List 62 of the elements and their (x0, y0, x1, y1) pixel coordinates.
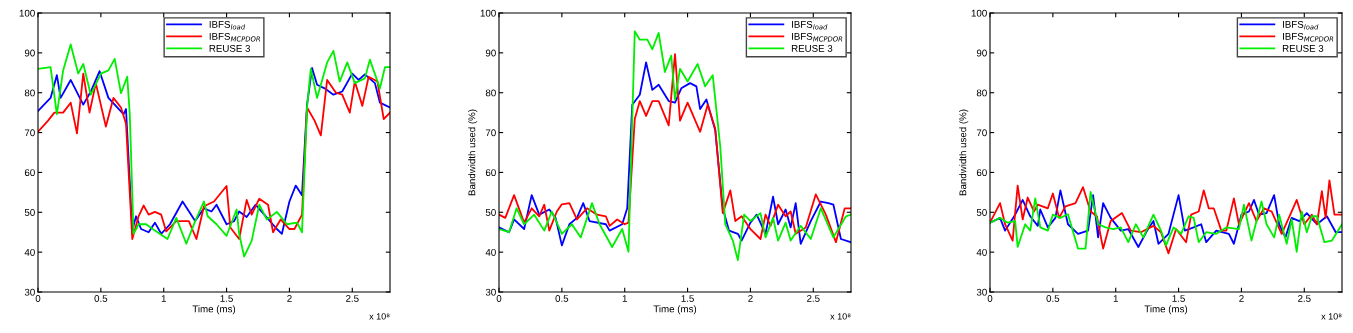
x-tick-label: 0.5 (94, 295, 108, 302)
y-axis-title: Bandwidth used (%) (468, 109, 478, 196)
y-tick-label: 50 (24, 209, 35, 216)
y-axis-title: Bandwidth used (%) (959, 109, 969, 196)
y-tick-label: 100 (971, 9, 987, 17)
x-axis-title: Time (ms) (653, 305, 697, 315)
y-tick-label: 100 (480, 9, 496, 17)
y-tick-label: 70 (485, 129, 496, 137)
y-tick-label: 60 (976, 169, 987, 177)
line-series (499, 30, 851, 262)
y-tick-label: 60 (24, 169, 35, 177)
y-tick-label: 30 (976, 288, 987, 296)
y-tick-label: 100 (19, 9, 35, 17)
legend-label: REUSE 3 (209, 44, 251, 52)
x-axis-title: Time (ms) (192, 305, 236, 315)
y-tick-label: 40 (485, 248, 496, 256)
x-tick-label: 1 (1113, 295, 1118, 302)
x-tick-label: 1 (161, 295, 166, 302)
x-axis-title: Time (ms) (1144, 305, 1188, 315)
y-tick-label: 30 (485, 288, 496, 296)
y-tick-label: 70 (976, 129, 987, 137)
x-tick-label: 0 (496, 295, 502, 302)
x-tick-label: 0.5 (1046, 295, 1060, 302)
line-series (990, 179, 1342, 255)
y-tick-label: 90 (24, 49, 35, 57)
legend-label: IBFS$_{MCPDOR}$ (792, 33, 843, 42)
x-tick-label: 2.5 (807, 295, 820, 302)
line-series (38, 43, 390, 258)
x-tick-label: 1.5 (681, 295, 694, 302)
legend-label: REUSE 3 (791, 44, 833, 52)
x-tick-label: 2 (1239, 295, 1244, 302)
y-tick-label: 40 (976, 248, 987, 256)
legend-label: IBFS$_{load}$ (209, 21, 246, 30)
legend-label: IBFS$_{load}$ (792, 21, 828, 30)
legend-label: IBFS$_{MCPDOR}$ (209, 33, 260, 42)
y-tick-label: 80 (976, 89, 987, 97)
text: x 10⁸ (830, 313, 851, 320)
x-tick-label: 0 (987, 295, 993, 302)
y-tick-label: 80 (485, 89, 496, 97)
y-tick-label: 50 (976, 209, 987, 216)
y-tick-label: 50 (485, 209, 496, 216)
y-tick-label: 40 (24, 248, 35, 256)
y-tick-label: 90 (976, 49, 987, 57)
y-tick-label: 90 (485, 49, 496, 57)
x-tick-label: 1 (622, 295, 627, 302)
x-tick-label: 1.5 (220, 295, 233, 302)
y-tick-label: 60 (485, 169, 496, 177)
x-tick-label: 2 (287, 295, 292, 302)
x-tick-label: 2.5 (1298, 295, 1311, 302)
x-tick-label: 2.5 (346, 295, 359, 302)
legend-label: IBFS$_{MCPDOR}$ (1283, 33, 1334, 42)
y-tick-label: 80 (24, 89, 35, 97)
y-tick-label: 30 (24, 288, 35, 296)
x-tick-label: 2 (748, 295, 753, 302)
y-tick-label: 70 (24, 129, 35, 137)
x-tick-label: 1.5 (1172, 295, 1185, 302)
legend-label: IBFS$_{load}$ (1283, 21, 1319, 30)
x-tick-label: 0.5 (555, 295, 569, 302)
legend-label: REUSE 3 (1282, 44, 1324, 52)
text: x 10⁸ (369, 313, 390, 320)
x-tick-label: 0 (35, 295, 41, 302)
text: x 10⁸ (1321, 313, 1342, 320)
